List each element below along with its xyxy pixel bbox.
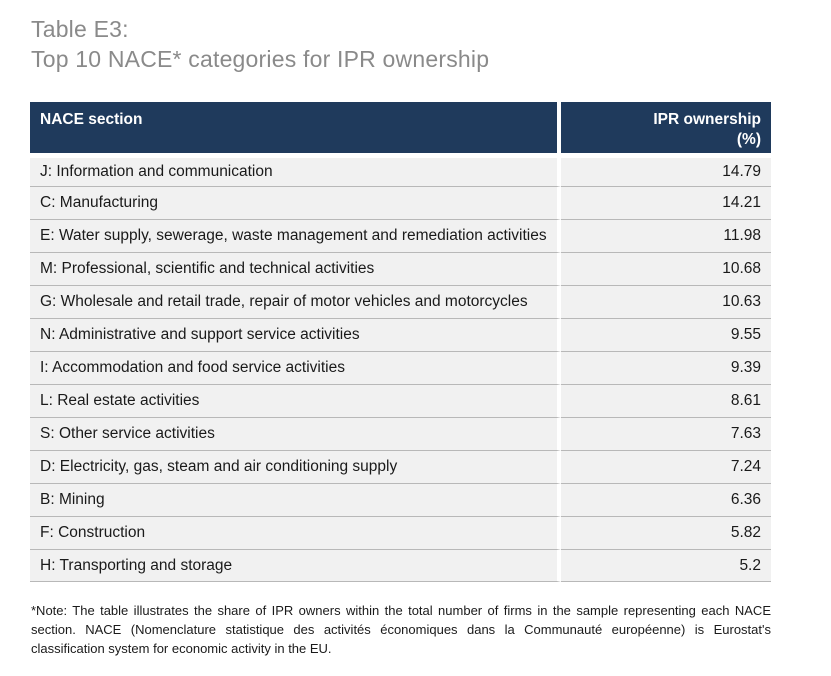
table-title: Top 10 NACE* categories for IPR ownershi… — [31, 46, 490, 72]
table-row: F: Construction 5.82 — [30, 516, 771, 549]
table-row: H: Transporting and storage 5.2 — [30, 549, 771, 582]
table-row: L: Real estate activities 8.61 — [30, 384, 771, 417]
cell-ipr-ownership: 9.39 — [560, 351, 771, 384]
cell-ipr-ownership: 9.55 — [560, 318, 771, 351]
table-row: N: Administrative and support service ac… — [30, 318, 771, 351]
cell-nace-section: C: Manufacturing — [30, 186, 561, 219]
cell-nace-section: N: Administrative and support service ac… — [30, 318, 561, 351]
table-row: I: Accommodation and food service activi… — [30, 351, 771, 384]
table-footnote: *Note: The table illustrates the share o… — [31, 603, 771, 656]
cell-ipr-ownership: 5.82 — [560, 516, 771, 549]
table-header-row: NACE section IPR ownership (%) — [30, 102, 771, 153]
table-row: E: Water supply, sewerage, waste managem… — [30, 219, 771, 252]
cell-nace-section: M: Professional, scientific and technica… — [30, 252, 561, 285]
cell-ipr-ownership: 10.63 — [560, 285, 771, 318]
table-row: B: Mining 6.36 — [30, 483, 771, 516]
cell-nace-section: H: Transporting and storage — [30, 549, 561, 582]
table-row: J: Information and communication 14.79 — [30, 153, 771, 186]
header-ipr-ownership: IPR ownership (%) — [560, 102, 771, 153]
header-nace-section: NACE section — [30, 102, 561, 153]
table-row: M: Professional, scientific and technica… — [30, 252, 771, 285]
table-caption: Table E3: Top 10 NACE* categories for IP… — [31, 14, 489, 74]
cell-ipr-ownership: 14.21 — [560, 186, 771, 219]
cell-nace-section: S: Other service activities — [30, 417, 561, 450]
nace-ipr-table: NACE section IPR ownership (%) J: Inform… — [30, 102, 771, 582]
cell-ipr-ownership: 7.63 — [560, 417, 771, 450]
table-row: C: Manufacturing 14.21 — [30, 186, 771, 219]
cell-ipr-ownership: 5.2 — [560, 549, 771, 582]
cell-ipr-ownership: 11.98 — [560, 219, 771, 252]
cell-ipr-ownership: 10.68 — [560, 252, 771, 285]
table-number: Table E3: — [31, 16, 129, 42]
table-row: S: Other service activities 7.63 — [30, 417, 771, 450]
cell-nace-section: F: Construction — [30, 516, 561, 549]
table-row: D: Electricity, gas, steam and air condi… — [30, 450, 771, 483]
cell-ipr-ownership: 7.24 — [560, 450, 771, 483]
cell-nace-section: J: Information and communication — [30, 153, 561, 186]
header-ipr-ownership-unit: (%) — [736, 131, 761, 148]
cell-ipr-ownership: 8.61 — [560, 384, 771, 417]
cell-nace-section: B: Mining — [30, 483, 561, 516]
header-ipr-ownership-label: IPR ownership — [653, 111, 761, 128]
cell-nace-section: G: Wholesale and retail trade, repair of… — [30, 285, 561, 318]
cell-nace-section: I: Accommodation and food service activi… — [30, 351, 561, 384]
cell-ipr-ownership: 14.79 — [560, 153, 771, 186]
cell-ipr-ownership: 6.36 — [560, 483, 771, 516]
table-row: G: Wholesale and retail trade, repair of… — [30, 285, 771, 318]
cell-nace-section: L: Real estate activities — [30, 384, 561, 417]
cell-nace-section: D: Electricity, gas, steam and air condi… — [30, 450, 561, 483]
cell-nace-section: E: Water supply, sewerage, waste managem… — [30, 219, 561, 252]
